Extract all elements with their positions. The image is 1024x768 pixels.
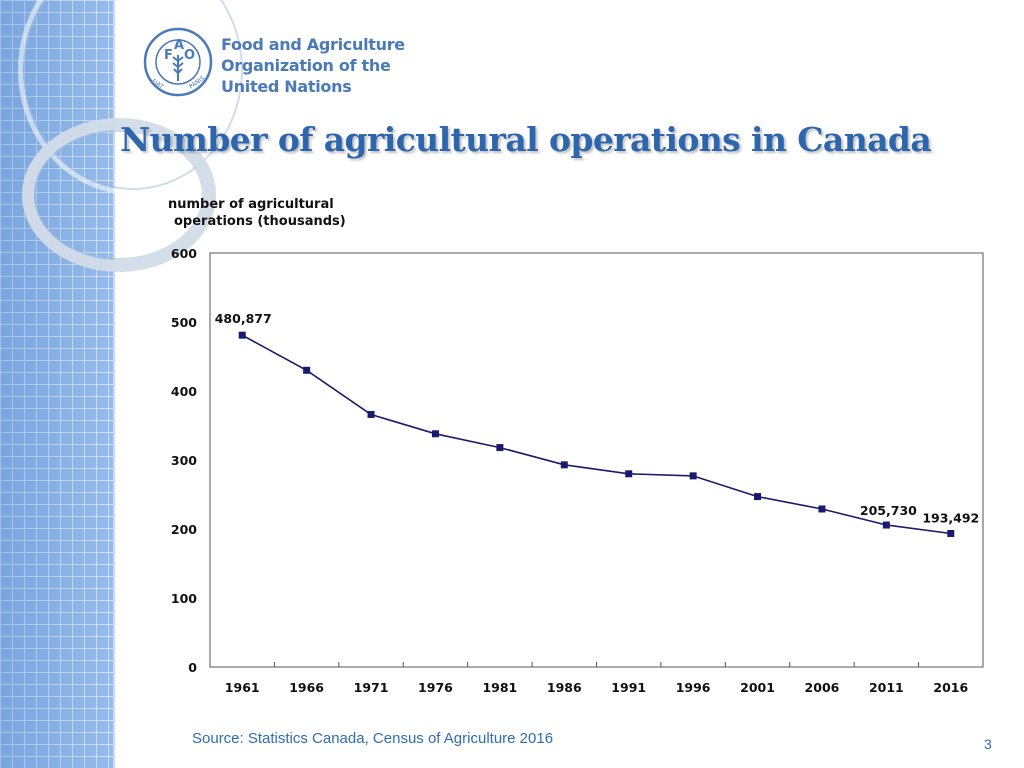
y-tick-label-100: 100 bbox=[171, 591, 197, 606]
x-tick-label-2006: 2006 bbox=[805, 680, 840, 695]
data-point-1961 bbox=[238, 331, 246, 339]
org-name-line-2: Organization of the bbox=[221, 56, 391, 75]
wheat-ear-icon bbox=[172, 55, 184, 81]
data-point-1991 bbox=[625, 470, 633, 478]
x-tick-label-2001: 2001 bbox=[740, 680, 775, 695]
band-edge-divider bbox=[113, 0, 115, 768]
data-point-2006 bbox=[818, 505, 826, 513]
x-tick-label-1976: 1976 bbox=[418, 680, 453, 695]
y-tick-label-600: 600 bbox=[171, 246, 197, 261]
data-point-2001 bbox=[754, 493, 762, 501]
y-tick-label-500: 500 bbox=[171, 315, 197, 330]
line-chart: number of agricultural operations (thousa… bbox=[168, 197, 984, 695]
organization-name: Food and Agriculture Organization of the… bbox=[221, 34, 405, 97]
data-label-1961: 480,877 bbox=[215, 311, 272, 326]
x-tick-label-1991: 1991 bbox=[611, 680, 646, 695]
org-name-line-1: Food and Agriculture bbox=[221, 35, 405, 54]
data-point-1976 bbox=[431, 430, 439, 438]
x-tick-label-1981: 1981 bbox=[482, 680, 517, 695]
y-tick-label-0: 0 bbox=[188, 660, 197, 675]
x-tick-label-2011: 2011 bbox=[869, 680, 904, 695]
data-point-1971 bbox=[367, 410, 375, 418]
fao-logo: F A O FIAT PANIS bbox=[143, 27, 213, 97]
x-tick-label-1996: 1996 bbox=[676, 680, 711, 695]
y-tick-label-400: 400 bbox=[171, 384, 197, 399]
logo-letter-a: A bbox=[174, 38, 184, 53]
x-tick-label-1986: 1986 bbox=[547, 680, 582, 695]
x-tick-label-1971: 1971 bbox=[354, 680, 389, 695]
y-tick-label-300: 300 bbox=[171, 453, 197, 468]
data-point-1986 bbox=[560, 461, 568, 469]
data-label-2016: 193,492 bbox=[922, 510, 979, 525]
y-axis-title-line-1: number of agricultural bbox=[168, 197, 334, 212]
data-point-1966 bbox=[303, 366, 311, 374]
slide-title: Number of agricultural operations in Can… bbox=[120, 120, 932, 159]
data-point-2011 bbox=[882, 521, 890, 529]
org-name-line-3: United Nations bbox=[221, 77, 352, 96]
x-tick-label-1961: 1961 bbox=[225, 680, 260, 695]
y-tick-label-200: 200 bbox=[171, 522, 197, 537]
logo-letter-f: F bbox=[164, 48, 173, 63]
y-axis-title-line-2: operations (thousands) bbox=[174, 214, 346, 229]
data-point-2016 bbox=[947, 529, 955, 537]
logo-letter-o: O bbox=[184, 48, 195, 63]
series-line-0 bbox=[241, 334, 951, 535]
x-tick-label-2016: 2016 bbox=[933, 680, 968, 695]
data-point-1981 bbox=[496, 444, 504, 452]
source-note: Source: Statistics Canada, Census of Agr… bbox=[192, 730, 554, 747]
data-label-2011: 205,730 bbox=[860, 503, 917, 518]
data-point-1996 bbox=[689, 472, 697, 480]
page-number: 3 bbox=[984, 736, 992, 752]
plot-area-frame bbox=[209, 252, 984, 668]
x-tick-label-1966: 1966 bbox=[289, 680, 324, 695]
